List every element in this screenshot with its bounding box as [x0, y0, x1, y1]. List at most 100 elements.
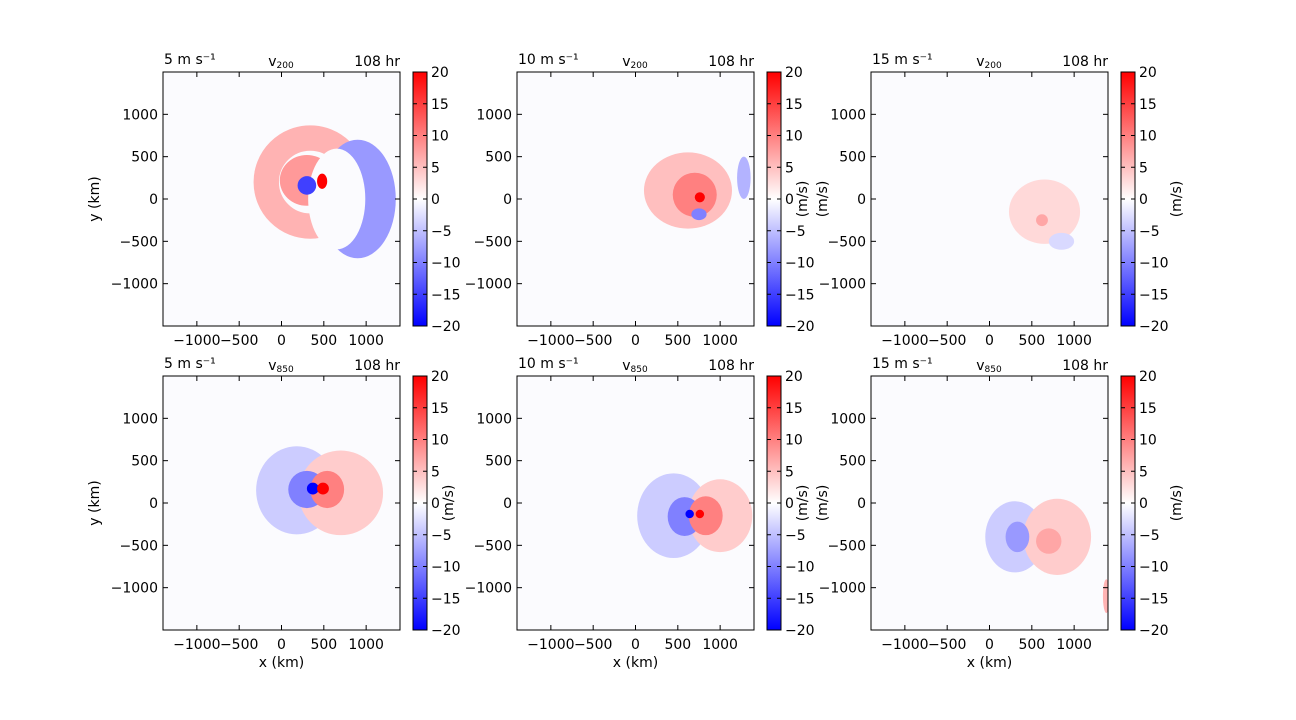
y-tick-label: 0	[857, 496, 866, 512]
colorbar-tick-label: −20	[785, 319, 815, 335]
colorbar-tick-label: 15	[431, 401, 449, 417]
x-tick-label: 500	[1018, 637, 1045, 653]
y-tick-label: −500	[474, 234, 512, 250]
variable-level: 200	[985, 61, 1002, 71]
colorbar-tick-label: 0	[785, 496, 794, 512]
colorbar-tick-label: −5	[785, 224, 806, 240]
y-tick-label: −500	[120, 538, 158, 554]
field-blob	[1102, 579, 1108, 614]
variable-base: v	[268, 358, 276, 374]
colorbar-tick-label: −5	[431, 528, 452, 544]
shear-label: 10 m s⁻¹	[518, 52, 579, 68]
field-layer	[643, 152, 751, 229]
variable-base: v	[622, 54, 630, 70]
y-tick-label: 0	[149, 192, 158, 208]
variable-label: v850	[622, 358, 648, 375]
colorbar-tick-label: 15	[785, 401, 803, 417]
colorbar-tick-label: 20	[1139, 65, 1157, 81]
variable-base: v	[268, 54, 276, 70]
time-label: 108 hr	[708, 358, 754, 374]
time-label: 108 hr	[354, 358, 400, 374]
colorbar-tick-label: −15	[431, 287, 461, 303]
colorbar-tick-label: 0	[431, 192, 440, 208]
y-tick-label: 500	[485, 454, 512, 470]
colorbar-tick-label: 5	[785, 464, 794, 480]
variable-level: 850	[985, 365, 1002, 375]
crescent-cutout	[308, 148, 366, 250]
field-blob	[1005, 521, 1030, 553]
colorbar-tick-label: 20	[785, 369, 803, 385]
colorbar-label: (m/s)	[815, 485, 831, 522]
x-tick-label: 1000	[348, 333, 384, 349]
y-tick-label: −1000	[819, 581, 866, 597]
colorbar-tick-label: −10	[785, 256, 815, 272]
colorbar-label: (m/s)	[1169, 485, 1185, 522]
y-tick-label: 500	[131, 150, 158, 166]
colorbar-tick-label: 10	[785, 433, 803, 449]
y-tick-label: 0	[149, 496, 158, 512]
y-tick-label: 0	[857, 192, 866, 208]
field-layer	[985, 498, 1108, 614]
x-tick-label: −1000	[173, 333, 220, 349]
variable-label: v850	[976, 358, 1002, 375]
y-tick-label: −1000	[465, 277, 512, 293]
colorbar-tick-label: −5	[1139, 224, 1160, 240]
field-blob	[685, 509, 694, 519]
y-axis-label: (m/s)	[441, 485, 457, 522]
colorbar-tick-label: −20	[1139, 623, 1169, 639]
field-blob	[1048, 232, 1075, 250]
variable-label: v200	[268, 54, 294, 71]
colorbar-tick-label: 15	[1139, 401, 1157, 417]
colorbar-tick-label: 10	[431, 129, 449, 145]
x-axis-label: x (km)	[613, 655, 658, 671]
variable-base: v	[976, 54, 984, 70]
colorbar-tick-label: 5	[1139, 160, 1148, 176]
y-axis-label: y (km)	[87, 176, 103, 221]
time-label: 108 hr	[708, 54, 754, 70]
colorbar-label: (m/s)	[1169, 181, 1185, 218]
field-blob	[672, 172, 717, 217]
x-tick-label: 0	[277, 333, 286, 349]
y-axis-label: y (km)	[87, 480, 103, 525]
y-tick-label: 0	[503, 496, 512, 512]
y-tick-label: −1000	[111, 581, 158, 597]
colorbar-tick-label: −15	[785, 591, 815, 607]
y-tick-label: 1000	[830, 107, 866, 123]
colorbar-tick-label: 5	[785, 160, 794, 176]
shear-label: 15 m s⁻¹	[872, 52, 933, 68]
field-blob	[306, 482, 319, 495]
y-tick-label: −500	[120, 234, 158, 250]
colorbar-tick-label: −20	[785, 623, 815, 639]
colorbar-tick-label: −5	[785, 528, 806, 544]
field-layer	[256, 446, 384, 536]
field-blob	[694, 192, 705, 203]
colorbar-tick-label: 10	[431, 433, 449, 449]
x-tick-label: −500	[574, 637, 612, 653]
variable-level: 850	[631, 365, 648, 375]
x-tick-label: 500	[664, 637, 691, 653]
colorbar-tick-label: 5	[431, 160, 440, 176]
x-tick-label: −1000	[527, 637, 574, 653]
x-axis-label: x (km)	[259, 655, 304, 671]
x-tick-label: 500	[664, 333, 691, 349]
colorbar-tick-label: 0	[1139, 192, 1148, 208]
colorbar-tick-label: −20	[431, 623, 461, 639]
variable-level: 200	[631, 61, 648, 71]
time-label: 108 hr	[1062, 54, 1108, 70]
x-tick-label: 500	[310, 333, 337, 349]
variable-label: v200	[622, 54, 648, 71]
colorbar-tick-label: −15	[431, 591, 461, 607]
colorbar-tick-label: −20	[431, 319, 461, 335]
colorbar-tick-label: −10	[1139, 256, 1169, 272]
colorbar-tick-label: 0	[785, 192, 794, 208]
y-tick-label: −500	[828, 538, 866, 554]
x-tick-label: −500	[574, 333, 612, 349]
colorbar-tick-label: 20	[431, 65, 449, 81]
field-layer	[1008, 179, 1081, 250]
colorbar-tick-label: 0	[431, 496, 440, 512]
